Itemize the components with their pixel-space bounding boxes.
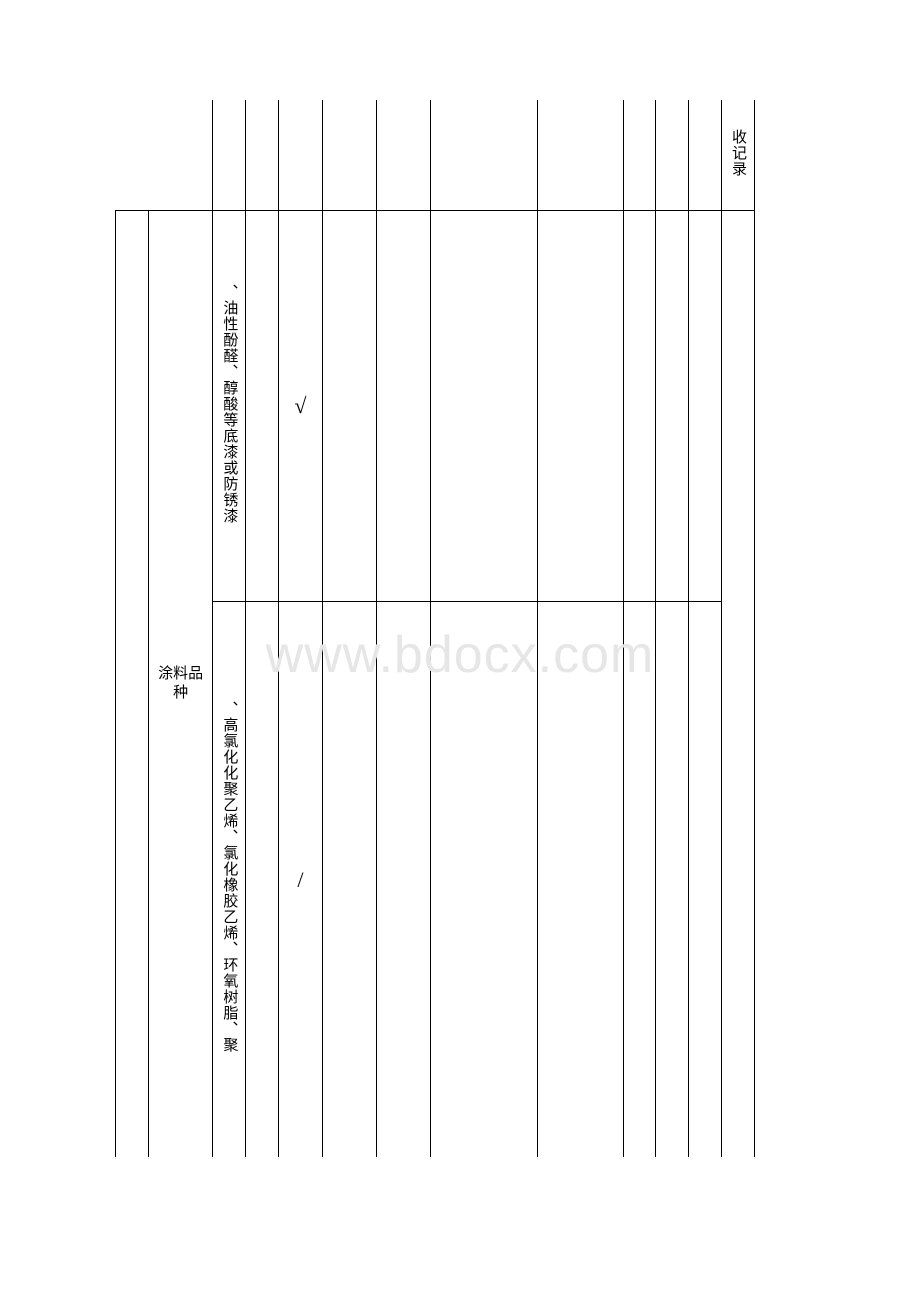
- check-mark: √: [294, 393, 306, 418]
- row-desc: 、高氯化化聚乙烯、氯化橡胶乙烯、环氧树脂、聚: [220, 701, 238, 1053]
- table-header-row: 收记录: [116, 100, 755, 211]
- row-desc: 、油性酚醛、醇酸等底漆或防锈漆: [220, 284, 238, 524]
- category-label: 涂料品种: [149, 665, 213, 704]
- document-page: 收记录 涂料品种 、油性酚醛、醇酸等底漆或防锈漆 √: [115, 100, 755, 1157]
- main-table: 收记录 涂料品种 、油性酚醛、醇酸等底漆或防锈漆 √: [115, 100, 755, 1157]
- table-row: 涂料品种 、油性酚醛、醇酸等底漆或防锈漆 √: [116, 211, 755, 602]
- slash-mark: /: [297, 867, 303, 892]
- header-last-col: 收记录: [729, 129, 747, 177]
